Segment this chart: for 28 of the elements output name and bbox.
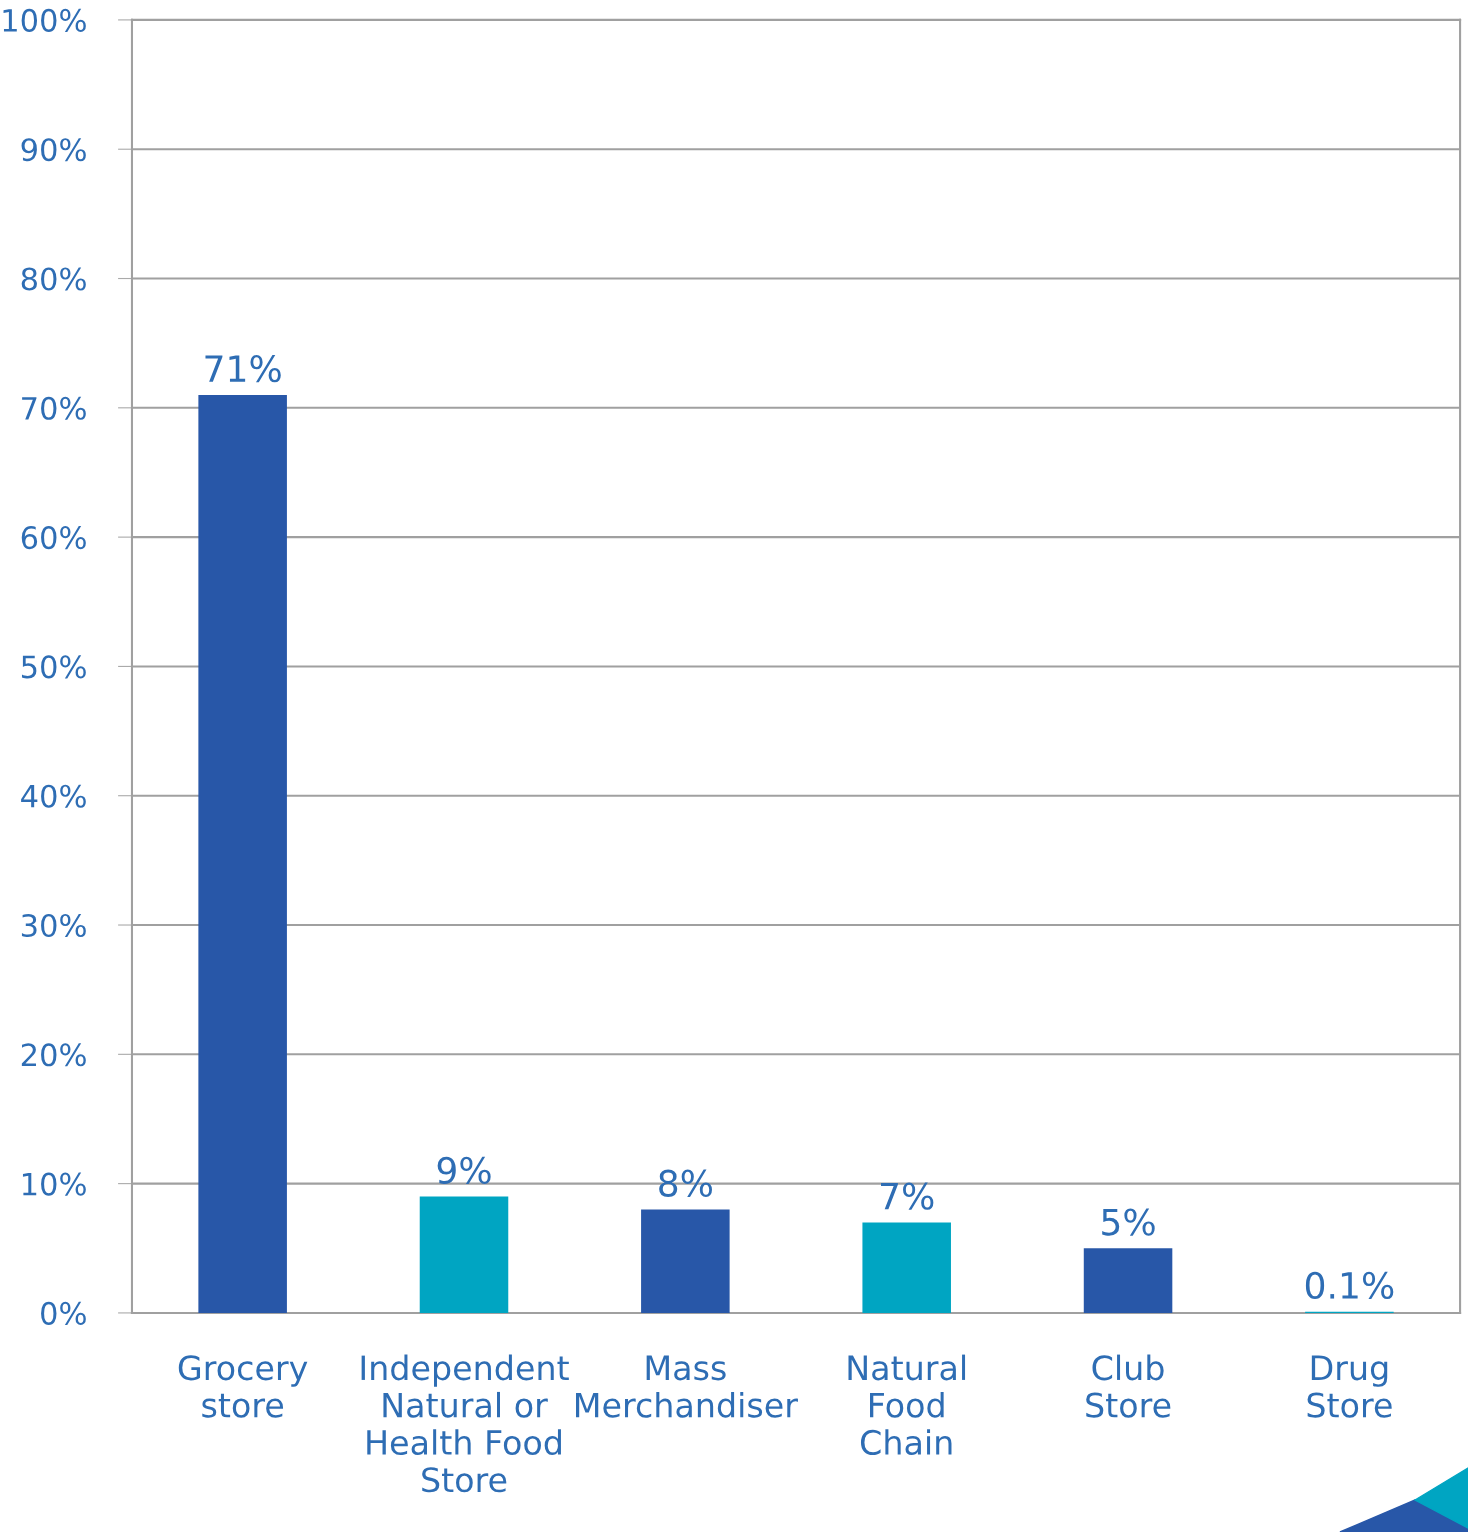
bar [862,1222,951,1313]
x-tick-label: Grocery store [178,1355,308,1418]
y-tick-label: 90% [21,138,86,162]
bar [641,1209,730,1313]
data-label: 8% [659,1169,712,1197]
data-label: 5% [1102,1208,1155,1236]
y-tick-label: 60% [21,526,86,550]
x-tick-label: Independent Natural or Health Food Store [361,1354,569,1493]
y-tick-label: 100% [3,8,86,32]
bar [1083,1248,1173,1313]
data-label: 71% [205,355,281,383]
y-tick-label: 80% [21,267,86,291]
y-tick-label: 10% [22,1172,86,1196]
x-tick-label: Natural Food Chain [848,1354,966,1456]
x-tick-label: Mass Merchandiser [576,1355,798,1418]
y-tick-label: 20% [21,1043,86,1067]
x-tick-label: Drug Store [1307,1355,1392,1418]
y-tick-label: 50% [21,655,86,679]
y-tick-label: 40% [21,784,86,808]
x-tick-label: Club Store [1086,1354,1171,1418]
bar [419,1196,509,1313]
y-tick-label: 0% [41,1301,86,1325]
bar [198,394,287,1313]
data-label: 0.1% [1305,1271,1394,1300]
y-tick-label: 70% [22,396,86,420]
y-tick-label: 30% [21,913,86,938]
data-label: 9% [437,1156,491,1184]
data-label: 7% [881,1182,934,1210]
